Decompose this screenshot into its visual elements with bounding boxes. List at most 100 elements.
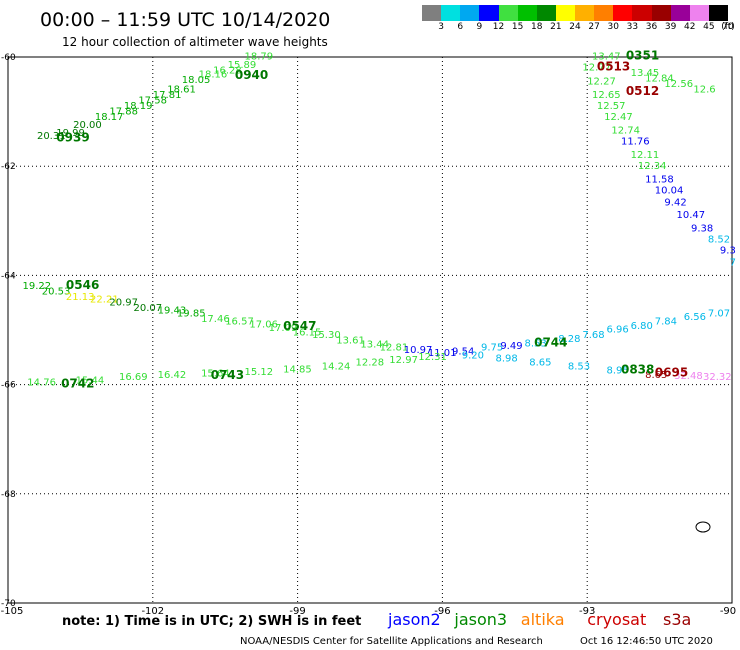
wave-height-point: 12.47	[604, 112, 633, 123]
wave-height-point: 19.99	[56, 128, 85, 139]
color-scale-tick: 70	[722, 22, 734, 32]
wave-height-point: 14.85	[283, 365, 312, 376]
wave-height-point: 13.61	[336, 336, 365, 347]
color-scale-tick: 27	[588, 22, 600, 32]
color-scale-tick: 36	[645, 22, 658, 32]
wave-height-point: 13.44	[360, 339, 389, 350]
plot-frame	[7, 56, 733, 604]
wave-height-point: 9.54	[452, 347, 474, 358]
wave-height-point: 8.28	[558, 334, 580, 345]
wave-height-point: 12.34	[638, 161, 667, 172]
x-tick-label: -90	[720, 606, 736, 617]
wave-height-point: 17.81	[153, 90, 182, 101]
footer-note: note: 1) Time is in UTC; 2) SWH is in fe…	[62, 614, 361, 629]
wave-height-point: 13.45	[631, 68, 660, 79]
pass-time-label: 0695	[655, 365, 688, 379]
wave-height-point: 8.98	[495, 354, 517, 365]
wave-height-point: 7.84	[655, 317, 677, 328]
wave-height-point: 13.47	[592, 52, 621, 63]
wave-height-point: 19.22	[22, 281, 51, 292]
island-outline	[695, 521, 711, 533]
wave-height-point: 10.97	[404, 345, 433, 356]
color-scale-swatch	[441, 5, 461, 21]
pass-time-label: 0546	[66, 278, 99, 292]
chart-title: 00:00 – 11:59 UTC 10/14/2020	[40, 9, 330, 31]
wave-height-point: 9.3	[720, 246, 736, 257]
satellite-legend: jason2 jason3 altika cryosat s3a	[387, 610, 691, 629]
wave-height-point: 15.30	[312, 330, 341, 341]
wave-height-point: 8.65	[529, 357, 551, 368]
wave-height-point: 11.58	[645, 175, 674, 186]
color-scale-tick: 12	[492, 22, 505, 32]
wave-height-point: 32.48	[674, 371, 703, 382]
footer-timestamp: Oct 16 12:46:50 UTC 2020	[580, 636, 713, 647]
wave-height-point: 12.27	[587, 76, 616, 87]
color-scale-tick: 21	[550, 22, 562, 32]
color-scale-tick: 39	[664, 22, 677, 32]
wave-height-point: 15.64	[201, 368, 230, 379]
color-scale-swatch	[632, 5, 652, 21]
wave-height-point: 12.65	[592, 90, 621, 101]
x-tick-label: -102	[141, 606, 164, 617]
wave-height-point: 16.42	[158, 370, 187, 381]
wave-height-point: 7.07	[708, 308, 730, 319]
wave-height-point: 7.68	[582, 330, 604, 341]
satellite-legend-entry: altika	[521, 610, 565, 629]
wave-height-point: 12.77	[582, 63, 611, 74]
y-tick-label: -68	[1, 490, 16, 500]
color-scale-unit: (ft)	[721, 22, 735, 32]
color-scale-swatch	[422, 5, 442, 21]
color-scale-swatch	[689, 5, 709, 21]
wave-height-point: 17.46	[201, 314, 230, 325]
wave-height-point: 12.6	[693, 84, 715, 95]
wave-height-point: 8.53	[524, 338, 546, 349]
y-tick-label: -62	[1, 162, 16, 172]
pass-time-label: 0939	[56, 131, 89, 145]
wave-height-point: 9.75	[481, 343, 503, 354]
wave-height-point: 20.00	[73, 120, 102, 131]
color-scale-tick: 30	[607, 22, 619, 32]
wave-height-point: 9.49	[500, 341, 522, 352]
pass-time-label: 0743	[211, 368, 244, 382]
color-scale-swatch	[517, 5, 537, 21]
grid-lines	[8, 57, 732, 603]
color-scale-swatch	[498, 5, 518, 21]
wave-height-point: 17.88	[109, 106, 138, 117]
color-scale-tick: 24	[569, 22, 581, 32]
pass-time-label: 0838	[621, 363, 654, 377]
x-tick-label: -93	[579, 606, 595, 617]
wave-height-point: 12.28	[356, 357, 385, 368]
wave-height-point: 11.76	[621, 136, 650, 147]
color-scale-swatch	[670, 5, 690, 21]
color-scale-swatch	[536, 5, 556, 21]
x-tick-label: -99	[289, 606, 305, 617]
wave-height-point: 11.01	[428, 348, 457, 359]
y-tick-label: -60	[1, 53, 16, 63]
wave-height-point: 20.07	[133, 303, 162, 314]
wave-height-point: 17.58	[138, 95, 167, 106]
wave-height-point: 17.06	[249, 319, 278, 330]
wave-height-point: 8.52	[708, 235, 730, 246]
x-tick-label: -105	[1, 606, 24, 617]
wave-height-point: 12.11	[631, 150, 660, 161]
wave-height-point: 20.31	[37, 131, 66, 142]
satellite-legend-entry: s3a	[663, 610, 691, 629]
wave-height-point: 14.76	[27, 378, 56, 389]
axis-tick-labels: -105 -102 -99 -96 -93 -90 -60 -62 -64 -66 -68 -70	[1, 53, 737, 617]
color-scale-tick: 6	[457, 22, 464, 32]
satellite-legend-entry: jason3	[453, 610, 507, 629]
color-scale-swatch	[708, 5, 728, 21]
wave-height-point: 12.97	[389, 355, 418, 366]
color-scale-tick: 9	[476, 22, 483, 32]
wave-height-point: 20.97	[109, 297, 138, 308]
wave-height-point: 17.09	[269, 323, 298, 334]
pass-time-label: 0351	[626, 49, 659, 63]
wave-height-point: 16.28	[213, 65, 242, 76]
wave-height-point: 10.47	[676, 210, 705, 221]
plot-area: -105 -102 -99 -96 -93 -90 -60 -62 -64 -66 -68 -70 2…	[1, 49, 737, 617]
color-scale-tick: 33	[626, 22, 639, 32]
color-scale-swatch	[460, 5, 480, 21]
color-scale-swatch	[555, 5, 575, 21]
wave-height-labels: 20.3119.9920.0018.1717.8818.1917.5817.81…	[22, 52, 735, 389]
